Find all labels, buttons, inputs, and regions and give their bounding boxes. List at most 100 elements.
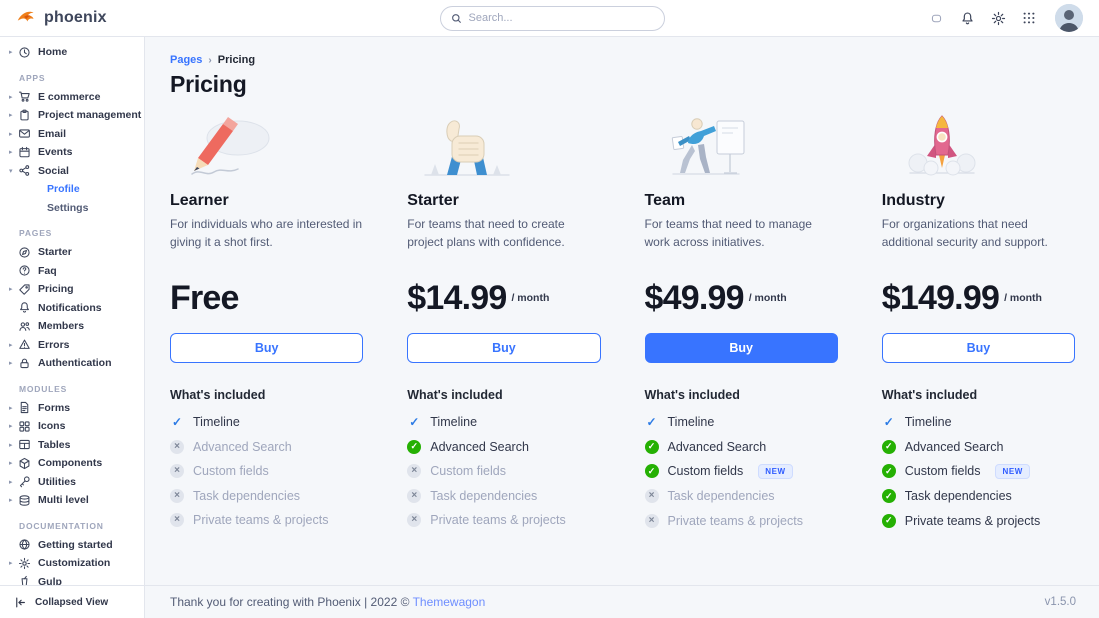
chevron-right-icon: ▸ bbox=[9, 460, 13, 468]
check-circle-icon: ✓ bbox=[881, 439, 896, 454]
sidebar-item-label: Components bbox=[38, 457, 103, 470]
chevron-right-icon: ▸ bbox=[9, 149, 13, 157]
sidebar-item-e-commerce[interactable]: ▸ E commerce bbox=[0, 88, 144, 107]
sidebar-item-label: E commerce bbox=[38, 90, 101, 103]
sidebar-subitem-settings[interactable]: Settings bbox=[47, 201, 89, 214]
version-label: v1.5.0 bbox=[1044, 596, 1076, 608]
buy-button-learner[interactable]: Buy bbox=[170, 333, 364, 363]
sidebar-nav: ▸ Home APPS ▸ E commerce ▸ Project management ▸… bbox=[0, 43, 144, 585]
x-circle-icon: × bbox=[407, 513, 422, 527]
tag-icon bbox=[18, 283, 31, 296]
settings-gear-icon[interactable] bbox=[990, 10, 1006, 26]
phoenix-logo[interactable]: phoenix bbox=[16, 9, 176, 27]
buy-button-industry[interactable]: Buy bbox=[881, 333, 1075, 363]
chevron-right-icon: ▸ bbox=[9, 560, 13, 568]
collapsed-view-toggle[interactable]: Collapsed View bbox=[0, 585, 144, 618]
sidebar-item-events[interactable]: ▸ Events bbox=[0, 143, 144, 162]
sidebar-item-customization[interactable]: ▸ Customization bbox=[0, 554, 144, 573]
x-circle-icon: × bbox=[644, 489, 659, 503]
feature-task-dependencies: × Task dependencies bbox=[170, 488, 363, 503]
feature-label: Private teams & projects bbox=[430, 513, 566, 527]
sidebar-item-getting-started[interactable]: Getting started bbox=[0, 536, 144, 555]
feature-private-teams-projects: ✓ Private teams & projects bbox=[881, 513, 1075, 528]
sidebar-item-tables[interactable]: ▸ Tables bbox=[0, 436, 144, 455]
feature-label: Timeline bbox=[193, 415, 240, 429]
feature-task-dependencies: × Task dependencies bbox=[407, 488, 600, 503]
feature-label: Timeline bbox=[904, 415, 952, 429]
sidebar-subitem-profile[interactable]: Profile bbox=[47, 183, 80, 196]
feature-custom-fields: × Custom fields bbox=[407, 464, 600, 478]
check-circle-icon: ✓ bbox=[644, 439, 659, 454]
feature-list: ✓ Timeline ✓ Advanced Search ✓ Custom fields N… bbox=[881, 415, 1075, 528]
feature-advanced-search: ✓ Advanced Search bbox=[644, 439, 838, 454]
sidebar-item-gulp[interactable]: Gulp bbox=[0, 573, 144, 585]
sidebar-item-label: Project management bbox=[38, 109, 142, 122]
feature-label: Private teams & projects bbox=[667, 513, 803, 528]
sidebar-item-project-management[interactable]: ▸ Project management bbox=[0, 106, 144, 125]
sidebar-item-errors[interactable]: ▸ Errors bbox=[0, 336, 144, 355]
plans-grid: Learner For individuals who are intereste… bbox=[170, 111, 1075, 528]
breadcrumb-current: Pricing bbox=[217, 54, 256, 66]
plan-description: For individuals who are interested in gi… bbox=[170, 217, 363, 249]
sidebar-item-email[interactable]: ▸ Email bbox=[0, 125, 144, 144]
sidebar-item-notifications[interactable]: Notifications bbox=[0, 299, 144, 318]
feature-label: Private teams & projects bbox=[193, 513, 329, 527]
themewagon-link[interactable]: Themewagon bbox=[412, 595, 486, 609]
plan-starter: Starter For teams that need to create pro… bbox=[407, 111, 601, 528]
buy-button-team[interactable]: Buy bbox=[644, 333, 838, 363]
sidebar-item-components[interactable]: ▸ Components bbox=[0, 454, 144, 473]
sidebar-item-members[interactable]: Members bbox=[0, 317, 144, 336]
buy-button-starter[interactable]: Buy bbox=[407, 333, 601, 363]
calendar-icon bbox=[18, 146, 31, 159]
sidebar-item-utilities[interactable]: ▸ Utilities bbox=[0, 473, 144, 492]
presenter-illustration bbox=[645, 111, 838, 181]
check-circle-icon: ✓ bbox=[881, 489, 896, 503]
user-avatar[interactable] bbox=[1055, 4, 1083, 32]
search-icon bbox=[451, 13, 461, 23]
x-circle-icon: × bbox=[407, 464, 422, 478]
sidebar: ▸ Home APPS ▸ E commerce ▸ Project management ▸… bbox=[0, 37, 145, 618]
chevron-down-icon: ▾ bbox=[9, 167, 13, 175]
notifications-bell-icon[interactable] bbox=[959, 10, 975, 26]
sidebar-item-home[interactable]: ▸ Home bbox=[0, 43, 144, 62]
feature-timeline: ✓ Timeline bbox=[170, 415, 363, 429]
sidebar-item-starter[interactable]: Starter bbox=[0, 243, 144, 262]
included-title: What's included bbox=[644, 388, 740, 402]
sidebar-item-label: Pricing bbox=[38, 283, 74, 296]
sidebar-item-label: Members bbox=[38, 320, 85, 333]
feature-task-dependencies: ✓ Task dependencies bbox=[881, 489, 1075, 503]
apps-grid-icon[interactable] bbox=[1021, 10, 1037, 26]
check-icon: ✓ bbox=[646, 415, 657, 429]
feature-label: Timeline bbox=[667, 415, 715, 429]
sidebar-item-label: Tables bbox=[38, 438, 71, 451]
sidebar-section-documentation: DOCUMENTATION bbox=[19, 520, 104, 531]
feature-private-teams-projects: × Private teams & projects bbox=[407, 513, 600, 527]
gear-icon bbox=[18, 557, 31, 570]
sidebar-item-faq[interactable]: Faq bbox=[0, 262, 144, 281]
plan-price: Free bbox=[170, 278, 239, 317]
chevron-right-icon: ▸ bbox=[9, 404, 13, 412]
sidebar-item-social[interactable]: ▾ Social bbox=[0, 162, 144, 181]
x-circle-icon: × bbox=[170, 513, 184, 527]
x-circle-icon: × bbox=[170, 464, 184, 478]
sidebar-item-authentication[interactable]: ▸ Authentication bbox=[0, 354, 144, 373]
sidebar-item-multi-level[interactable]: ▸ Multi level bbox=[0, 491, 144, 510]
feature-private-teams-projects: × Private teams & projects bbox=[170, 513, 363, 527]
top-navbar: phoenix bbox=[0, 0, 1099, 37]
sidebar-item-icons[interactable]: ▸ Icons bbox=[0, 417, 144, 436]
sidebar-item-pricing[interactable]: ▸ Pricing bbox=[0, 280, 144, 299]
theme-toggle-icon[interactable] bbox=[928, 10, 944, 26]
sidebar-item-label: Events bbox=[38, 146, 73, 159]
sidebar-item-forms[interactable]: ▸ Forms bbox=[0, 399, 144, 418]
chevron-right-icon: ▸ bbox=[9, 441, 13, 449]
breadcrumb-pages-link[interactable]: Pages bbox=[170, 54, 203, 66]
sidebar-item-label: Home bbox=[38, 46, 68, 59]
sidebar-item-label: Email bbox=[38, 127, 67, 140]
x-circle-icon: × bbox=[170, 488, 184, 503]
feature-list: ✓ Timeline ✓ Advanced Search ✓ Custom fields N… bbox=[644, 415, 838, 528]
chevron-right-icon: ▸ bbox=[9, 423, 13, 431]
mail-icon bbox=[18, 127, 31, 140]
feature-label: Private teams & projects bbox=[904, 513, 1041, 528]
search-box[interactable] bbox=[439, 5, 665, 31]
search-input[interactable] bbox=[468, 12, 654, 24]
